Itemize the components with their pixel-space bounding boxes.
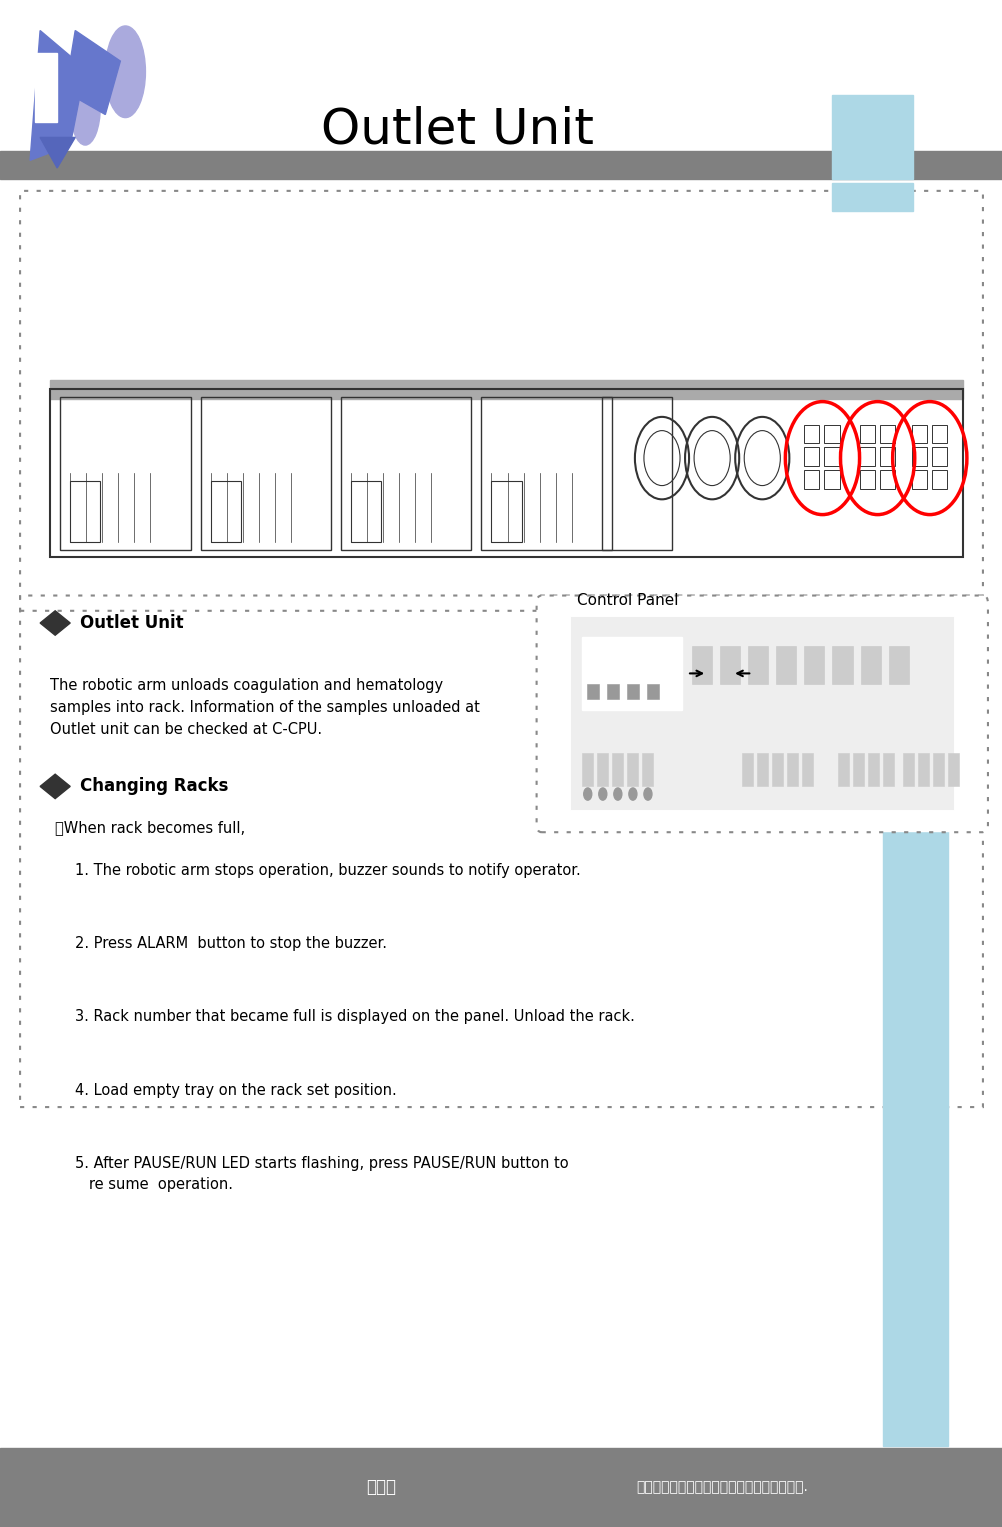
Bar: [491, 481, 521, 542]
FancyBboxPatch shape: [536, 596, 987, 832]
Bar: [859, 447, 874, 466]
Bar: [932, 753, 943, 786]
Bar: [50, 389, 962, 557]
Bar: [860, 646, 880, 684]
Bar: [571, 618, 952, 809]
Polygon shape: [65, 31, 120, 115]
Bar: [837, 753, 848, 786]
Bar: [581, 637, 681, 710]
Bar: [787, 753, 798, 786]
Bar: [776, 646, 796, 684]
Bar: [804, 425, 819, 443]
Ellipse shape: [105, 26, 145, 118]
Polygon shape: [40, 611, 70, 635]
Bar: [931, 425, 946, 443]
Text: Control Panel: Control Panel: [576, 592, 677, 608]
Bar: [200, 397, 331, 550]
Polygon shape: [30, 31, 85, 160]
Bar: [882, 759, 947, 1446]
Bar: [879, 470, 894, 489]
Bar: [351, 481, 381, 542]
Bar: [611, 753, 622, 786]
Bar: [0, 151, 1002, 179]
Text: ＩＤＳ　Ｃｏ。，Ｌｔｄ　　　　　　　　　.: ＩＤＳ Ｃｏ。，Ｌｔｄ .: [635, 1480, 808, 1495]
Text: ･When rack becomes full,: ･When rack becomes full,: [55, 820, 245, 835]
Bar: [832, 183, 912, 211]
Bar: [772, 753, 783, 786]
Circle shape: [598, 788, 606, 800]
Bar: [0, 1448, 1002, 1527]
Bar: [911, 425, 926, 443]
Bar: [646, 684, 658, 699]
Bar: [867, 753, 878, 786]
Text: 5. After PAUSE/RUN LED starts flashing, press PAUSE/RUN button to
   re sume  op: 5. After PAUSE/RUN LED starts flashing, …: [75, 1156, 568, 1193]
Text: 1. The robotic arm stops operation, buzzer sounds to notify operator.: 1. The robotic arm stops operation, buzz…: [75, 863, 580, 878]
Bar: [832, 646, 852, 684]
Circle shape: [613, 788, 621, 800]
Text: 4. Load empty tray on the rack set position.: 4. Load empty tray on the rack set posit…: [75, 1083, 397, 1098]
Bar: [35, 53, 57, 122]
Text: 2. Press ALARM  button to stop the buzzer.: 2. Press ALARM button to stop the buzzer…: [75, 936, 387, 951]
Bar: [824, 470, 839, 489]
Bar: [859, 425, 874, 443]
Bar: [917, 753, 928, 786]
Bar: [641, 753, 652, 786]
Bar: [601, 397, 671, 550]
Bar: [931, 447, 946, 466]
Bar: [757, 753, 768, 786]
Bar: [747, 646, 768, 684]
Bar: [859, 470, 874, 489]
Bar: [804, 646, 824, 684]
Bar: [888, 646, 908, 684]
Bar: [626, 753, 637, 786]
Bar: [911, 470, 926, 489]
Polygon shape: [40, 774, 70, 799]
Ellipse shape: [70, 69, 100, 145]
Bar: [902, 753, 913, 786]
Circle shape: [643, 788, 651, 800]
Circle shape: [583, 788, 591, 800]
Bar: [931, 470, 946, 489]
Bar: [626, 684, 638, 699]
Bar: [824, 447, 839, 466]
Bar: [804, 470, 819, 489]
Bar: [882, 753, 893, 786]
Bar: [802, 753, 813, 786]
Bar: [947, 753, 958, 786]
Bar: [596, 753, 607, 786]
Bar: [852, 753, 863, 786]
Bar: [824, 425, 839, 443]
Text: The robotic arm unloads coagulation and hematology
samples into rack. Informatio: The robotic arm unloads coagulation and …: [50, 678, 480, 738]
Bar: [719, 646, 739, 684]
Text: Ｃ－８: Ｃ－８: [366, 1478, 396, 1496]
Bar: [581, 753, 592, 786]
Text: 3. Rack number that became full is displayed on the panel. Unload the rack.: 3. Rack number that became full is displ…: [75, 1009, 634, 1025]
Text: Changing Racks: Changing Racks: [80, 777, 228, 796]
Bar: [804, 447, 819, 466]
Bar: [879, 425, 894, 443]
Bar: [911, 447, 926, 466]
Circle shape: [628, 788, 636, 800]
Bar: [879, 447, 894, 466]
Bar: [691, 646, 711, 684]
Bar: [210, 481, 240, 542]
Bar: [586, 684, 598, 699]
Polygon shape: [40, 137, 75, 168]
Text: Outlet Unit: Outlet Unit: [321, 105, 593, 154]
Text: Outlet Unit: Outlet Unit: [80, 614, 183, 632]
Bar: [341, 397, 471, 550]
Bar: [50, 380, 962, 399]
Bar: [60, 397, 190, 550]
Bar: [832, 95, 912, 179]
Bar: [741, 753, 753, 786]
Bar: [70, 481, 100, 542]
Bar: [481, 397, 611, 550]
Bar: [606, 684, 618, 699]
